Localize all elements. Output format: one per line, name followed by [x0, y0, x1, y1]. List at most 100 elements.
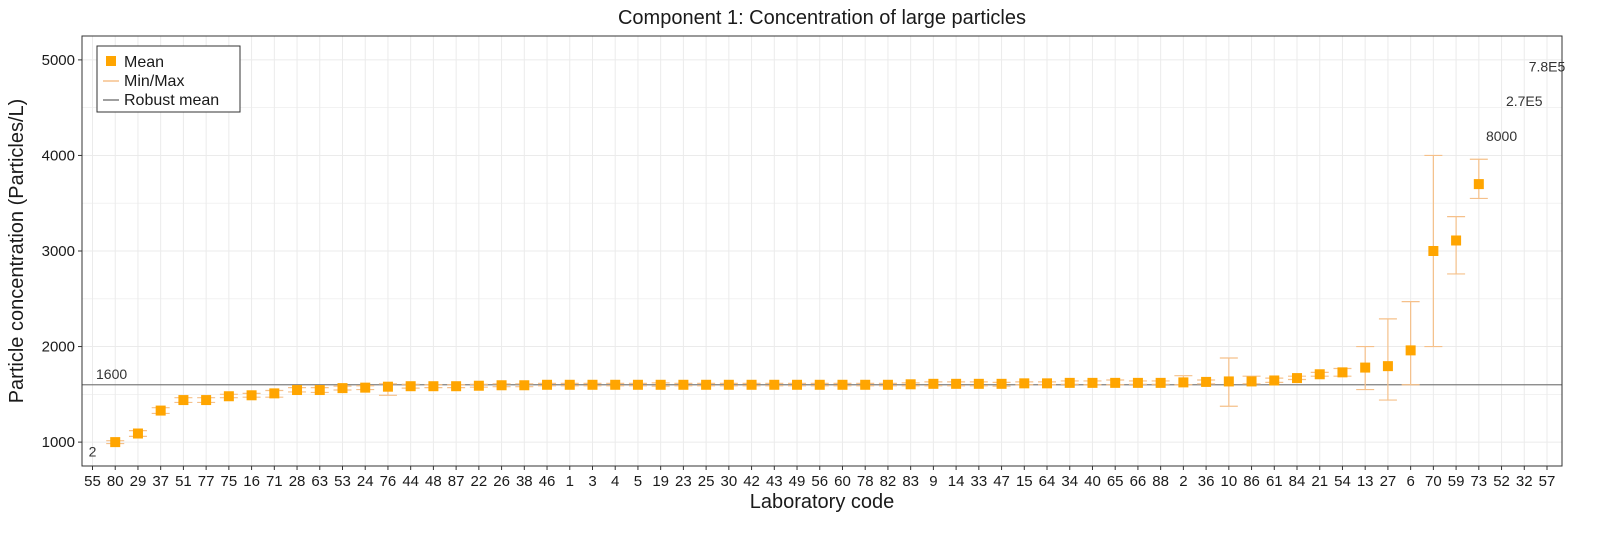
mean-marker-23	[678, 379, 689, 390]
x-tick-label: 88	[1152, 473, 1169, 490]
mean-marker-4	[610, 379, 621, 390]
mean-marker-36	[1201, 376, 1212, 387]
mean-marker-9	[928, 378, 939, 389]
mean-marker-71	[269, 388, 280, 399]
x-tick-label: 56	[811, 473, 828, 490]
x-tick-label: 55	[84, 473, 101, 490]
chart-title: Component 1: Concentration of large part…	[618, 7, 1026, 29]
mean-marker-44	[405, 381, 416, 392]
x-tick-label: 19	[652, 473, 669, 490]
x-tick-label: 71	[266, 473, 283, 490]
x-tick-label: 73	[1470, 473, 1487, 490]
mean-marker-27	[1382, 361, 1393, 372]
x-tick-label: 1	[566, 473, 574, 490]
x-tick-label: 78	[857, 473, 874, 490]
x-tick-label: 32	[1516, 473, 1533, 490]
mean-marker-38	[519, 380, 530, 391]
mean-marker-43	[769, 379, 780, 390]
mean-marker-16	[246, 390, 257, 401]
mean-marker-13	[1360, 362, 1371, 373]
x-tick-label: 84	[1289, 473, 1306, 490]
mean-marker-49	[792, 379, 803, 390]
mean-marker-83	[905, 379, 916, 390]
x-tick-label: 22	[471, 473, 488, 490]
annotation-label: 7.8E5	[1529, 58, 1566, 74]
mean-marker-65	[1110, 377, 1121, 388]
x-tick-label: 82	[880, 473, 897, 490]
mean-marker-19	[655, 379, 666, 390]
x-tick-label: 65	[1107, 473, 1124, 490]
x-tick-label: 53	[334, 473, 351, 490]
mean-marker-80	[110, 437, 121, 448]
y-tick-label: 4000	[42, 147, 75, 164]
legend-box	[96, 45, 241, 113]
x-tick-label: 49	[789, 473, 806, 490]
x-tick-label: 33	[970, 473, 987, 490]
y-tick-label: 5000	[42, 52, 75, 69]
x-tick-label: 42	[743, 473, 760, 490]
grid	[82, 36, 1562, 466]
mean-marker-5	[632, 379, 643, 390]
mean-marker-22	[473, 380, 484, 391]
mean-marker-40	[1087, 377, 1098, 388]
mean-marker-28	[292, 385, 303, 396]
mean-marker-10	[1223, 376, 1234, 387]
mean-marker-33	[973, 378, 984, 389]
mean-marker-70	[1428, 246, 1439, 256]
x-tick-label: 40	[1084, 473, 1101, 490]
mean-marker-2	[1178, 377, 1189, 388]
mean-marker-88	[1155, 377, 1166, 388]
x-tick-label: 25	[698, 473, 715, 490]
x-tick-label: 66	[1130, 473, 1147, 490]
y-tick-labels: 1000 2000 3000 4000 5000	[42, 52, 82, 451]
x-tick-label: 24	[357, 473, 374, 490]
legend: Mean Min/Max Robust mean	[96, 45, 241, 113]
mean-marker-61	[1269, 375, 1280, 386]
x-tick-label: 16	[243, 473, 260, 490]
x-tick-label: 63	[311, 473, 328, 490]
mean-marker-46	[542, 379, 553, 390]
x-tick-label: 21	[1311, 473, 1328, 490]
x-tick-label: 14	[948, 473, 965, 490]
mean-marker-21	[1314, 369, 1325, 380]
x-tick-label: 6	[1406, 473, 1414, 490]
mean-marker-53	[337, 383, 348, 394]
mean-marker-78	[860, 379, 871, 390]
mean-marker-77	[201, 395, 212, 406]
annotation-label: 8000	[1486, 128, 1517, 144]
x-tick-label: 23	[675, 473, 692, 490]
x-tick-label: 4	[611, 473, 619, 490]
mean-marker-75	[223, 391, 234, 402]
mean-marker-73	[1473, 179, 1484, 190]
mean-marker-56	[814, 379, 825, 390]
x-tick-label: 9	[929, 473, 937, 490]
x-tick-label: 2	[1179, 473, 1187, 490]
x-tick-label: 3	[588, 473, 596, 490]
x-tick-label: 36	[1198, 473, 1215, 490]
y-tick-label: 2000	[42, 339, 75, 356]
y-tick-label: 3000	[42, 243, 75, 260]
mean-marker-3	[587, 379, 598, 390]
x-tick-label: 52	[1493, 473, 1510, 490]
x-tick-label: 77	[198, 473, 215, 490]
mean-marker-87	[451, 381, 462, 392]
mean-marker-26	[496, 380, 507, 391]
mean-marker-60	[837, 379, 848, 390]
x-tick-label: 47	[993, 473, 1010, 490]
x-tick-label: 10	[1220, 473, 1237, 490]
x-tick-label: 30	[721, 473, 738, 490]
mean-marker-66	[1132, 377, 1143, 388]
x-tick-label: 86	[1243, 473, 1260, 490]
x-tick-label: 51	[175, 473, 192, 490]
x-tick-label: 37	[152, 473, 169, 490]
mean-marker-47	[996, 378, 1007, 389]
legend-robust-label: Robust mean	[124, 92, 219, 109]
mean-marker-76	[382, 381, 393, 392]
x-tick-labels: 55 80 29 37 51 77 75 16 71 28 63 53 24 76 44 48 87 22 26 38…	[84, 466, 1555, 490]
x-tick-label: 28	[289, 473, 306, 490]
x-tick-label: 43	[766, 473, 783, 490]
mean-marker-64	[1042, 378, 1053, 389]
mean-markers	[110, 179, 1484, 448]
mean-marker-25	[701, 379, 712, 390]
